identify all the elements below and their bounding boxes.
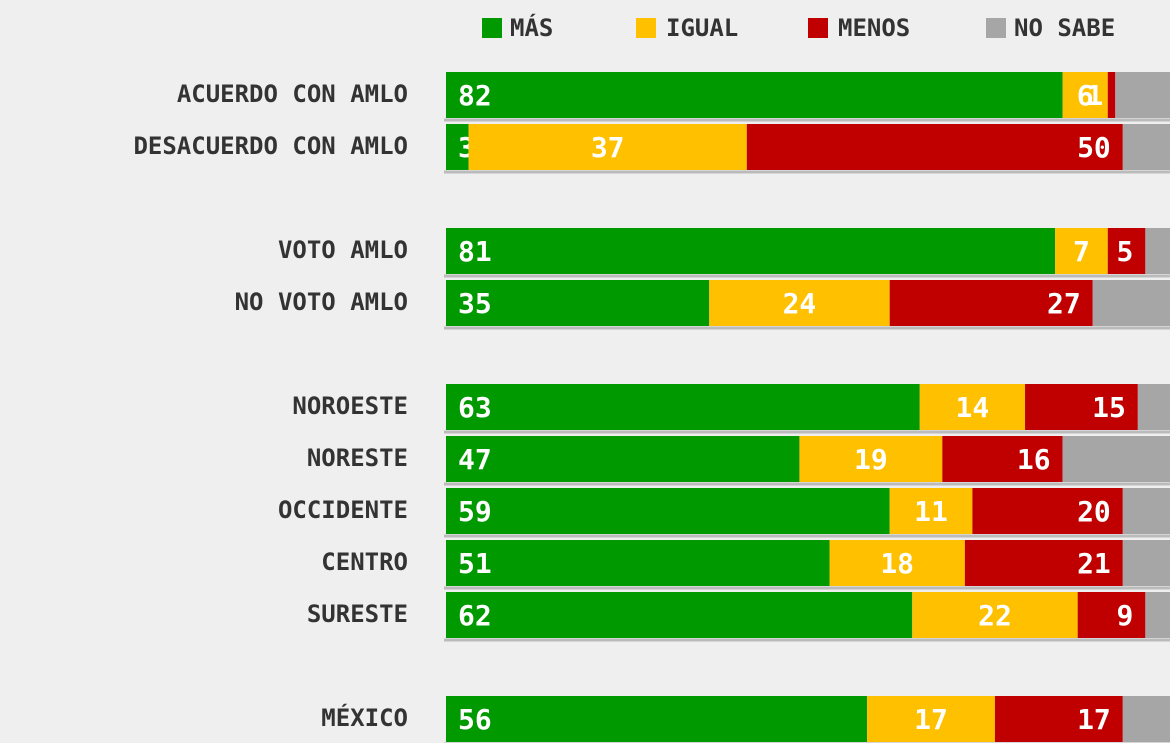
bar-segment xyxy=(964,540,1123,586)
bar-segment xyxy=(1025,384,1138,430)
bar-segment xyxy=(468,124,747,170)
bar-segment xyxy=(799,436,943,482)
legend-swatch xyxy=(808,18,828,38)
bar-segment xyxy=(446,384,920,430)
legend-swatch xyxy=(986,18,1006,38)
bar-segment xyxy=(446,228,1056,274)
bar-segment xyxy=(1107,72,1116,118)
value-label: 24 xyxy=(783,287,817,320)
bar-segment xyxy=(942,436,1063,482)
value-label: 81 xyxy=(458,235,492,268)
bar-segment xyxy=(829,540,965,586)
value-label: 35 xyxy=(458,287,492,320)
bar-segment xyxy=(1122,696,1170,742)
value-label: 17 xyxy=(914,703,948,736)
bar-segment xyxy=(1137,384,1170,430)
bar-segment xyxy=(994,696,1123,742)
value-label: 50 xyxy=(1077,131,1111,164)
bar-segment xyxy=(1122,488,1170,534)
value-label: 14 xyxy=(956,391,990,424)
bar-segment xyxy=(1115,72,1170,118)
value-label: 6 xyxy=(1077,79,1094,112)
bar-segment xyxy=(1062,72,1108,118)
bar-segment xyxy=(446,488,890,534)
legend-swatch xyxy=(482,18,502,38)
bar-segment xyxy=(446,72,1063,118)
legend-label: NO SABE xyxy=(1014,14,1115,42)
bar-segment xyxy=(1122,124,1170,170)
value-label: 56 xyxy=(458,703,492,736)
value-label: 21 xyxy=(1077,547,1111,580)
value-label: 9 xyxy=(1117,599,1134,632)
bar-segment xyxy=(446,696,868,742)
bar-segment xyxy=(919,384,1026,430)
legend-swatch xyxy=(636,18,656,38)
value-label: 20 xyxy=(1077,495,1111,528)
category-label: ACUERDO CON AMLO xyxy=(177,80,408,108)
category-label: NO VOTO AMLO xyxy=(235,288,408,316)
bar-segment xyxy=(1122,540,1170,586)
value-label: 63 xyxy=(458,391,492,424)
category-label: NOROESTE xyxy=(292,392,408,420)
value-label: 15 xyxy=(1092,391,1126,424)
bar-segment xyxy=(446,280,710,326)
bar-segment xyxy=(1145,592,1170,638)
value-label: 17 xyxy=(1077,703,1111,736)
bar-segment xyxy=(1145,228,1170,274)
bar-segment xyxy=(1092,280,1170,326)
bar-segment xyxy=(889,488,973,534)
value-label: 27 xyxy=(1047,287,1081,320)
legend-label: IGUAL xyxy=(666,14,738,42)
bar-segment xyxy=(1107,228,1146,274)
category-label: SURESTE xyxy=(307,600,408,628)
bar-segment xyxy=(912,592,1078,638)
value-label: 1 xyxy=(1086,79,1103,112)
bar-segment xyxy=(1055,228,1108,274)
value-label: 11 xyxy=(914,495,948,528)
bar-segment xyxy=(446,124,469,170)
legend-label: MENOS xyxy=(838,14,910,42)
value-label: 22 xyxy=(978,599,1012,632)
category-label: OCCIDENTE xyxy=(278,496,408,524)
bar-segment xyxy=(867,696,995,742)
value-label: 62 xyxy=(458,599,492,632)
category-label: VOTO AMLO xyxy=(278,236,408,264)
bar-segment xyxy=(709,280,890,326)
bar-segment xyxy=(446,592,913,638)
bar-segment xyxy=(1062,436,1170,482)
value-label: 37 xyxy=(591,131,625,164)
bar-segment xyxy=(889,280,1093,326)
value-label: 59 xyxy=(458,495,492,528)
legend-label: MÁS xyxy=(510,13,553,42)
bar-segment xyxy=(746,124,1123,170)
category-label: DESACUERDO CON AMLO xyxy=(133,132,408,160)
value-label: 19 xyxy=(854,443,888,476)
value-label: 51 xyxy=(458,547,492,580)
bar-segment xyxy=(446,436,800,482)
value-label: 7 xyxy=(1073,235,1090,268)
value-label: 16 xyxy=(1017,443,1051,476)
bar-segment xyxy=(972,488,1123,534)
bar-segment xyxy=(1077,592,1146,638)
category-label: NORESTE xyxy=(307,444,408,472)
value-label: 47 xyxy=(458,443,492,476)
value-label: 5 xyxy=(1117,235,1134,268)
value-label: 18 xyxy=(880,547,914,580)
value-label: 82 xyxy=(458,79,492,112)
category-label: CENTRO xyxy=(321,548,408,576)
bar-segment xyxy=(446,540,830,586)
category-label: MÉXICO xyxy=(321,703,408,732)
